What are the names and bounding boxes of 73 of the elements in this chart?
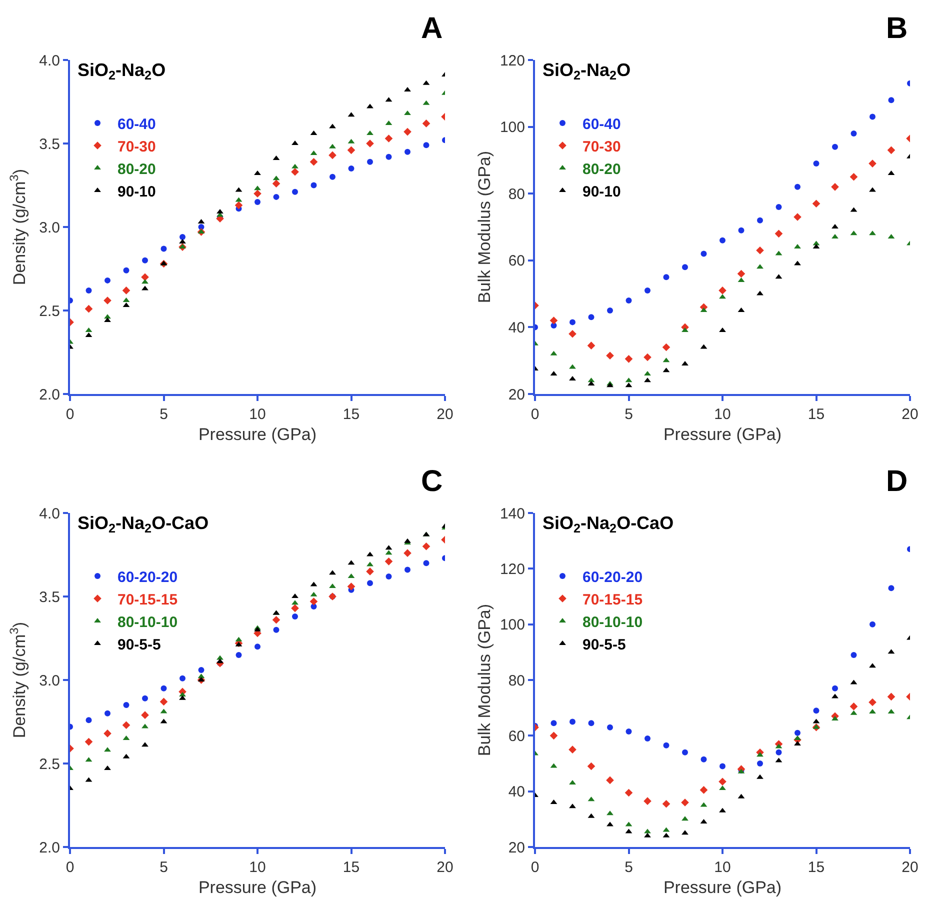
x-tick-label: 10 xyxy=(249,406,266,423)
x-tick-label: 0 xyxy=(530,859,540,876)
x-tick-label: 15 xyxy=(342,406,360,423)
legend-label: 70-30 xyxy=(118,138,156,156)
x-tick-label: 20 xyxy=(902,859,918,876)
y-tick-label: 2.5 xyxy=(39,302,60,320)
y-tick-label: 140 xyxy=(500,505,525,522)
x-tick-label: 5 xyxy=(624,406,633,423)
x-tick-label: 15 xyxy=(808,859,825,876)
legend-label: 80-20 xyxy=(582,160,621,178)
y-tick-label: 20 xyxy=(508,386,525,404)
text: B xyxy=(886,12,908,45)
y-tick-label: 120 xyxy=(500,52,525,70)
y-tick-label: 60 xyxy=(508,728,525,745)
x-tick-label: 10 xyxy=(714,859,731,876)
legend-label: 90-10 xyxy=(582,183,621,200)
chart-title: SiO$_{2}$-Na$_{2}$O-CaO xyxy=(78,512,209,536)
x-tick-label: 20 xyxy=(436,406,454,423)
y-tick-label: 40 xyxy=(508,319,525,336)
y-tick-label: 3.0 xyxy=(39,672,60,690)
legend-label: 80-10-10 xyxy=(118,614,178,631)
y-tick-label: 60 xyxy=(508,252,525,270)
x-axis-title: Pressure (GPa) xyxy=(663,878,782,897)
chart-title: SiO$_{2}$-Na$_{2}$O xyxy=(542,60,631,83)
y-tick-label: 3.5 xyxy=(39,588,60,606)
x-tick-label: 20 xyxy=(902,406,918,423)
x-tick-label: 5 xyxy=(160,406,168,423)
legend-label: 90-5-5 xyxy=(582,636,626,654)
y-tick-label: 100 xyxy=(500,119,525,136)
y-tick-label: 2.0 xyxy=(39,839,60,856)
y-tick-label: 3.0 xyxy=(39,219,60,236)
x-tick-label: 0 xyxy=(530,406,540,423)
y-axis-title: Bulk Modulus (GPa) xyxy=(475,604,494,756)
legend-label: 70-15-15 xyxy=(582,591,643,608)
y-tick-label: 2.0 xyxy=(39,386,60,404)
legend-label: 60-40 xyxy=(582,116,621,133)
legend-label: 70-30 xyxy=(582,138,621,156)
x-tick-label: 10 xyxy=(714,406,731,423)
legend-label: 80-10-10 xyxy=(582,614,643,631)
chart-title: SiO$_{2}$-Na$_{2}$O xyxy=(78,60,166,83)
text: C xyxy=(421,465,443,498)
x-tick-label: 0 xyxy=(66,859,74,876)
x-tick-label: 5 xyxy=(624,859,633,876)
y-tick-label: 40 xyxy=(508,784,525,801)
legend-label: 60-20-20 xyxy=(582,568,643,586)
y-tick-label: 120 xyxy=(500,560,525,578)
y-tick-label: 80 xyxy=(508,186,525,203)
y-axis-title: Bulk Modulus (GPa) xyxy=(475,150,494,304)
y-tick-label: 80 xyxy=(508,672,525,690)
legend-label: 90-10 xyxy=(118,183,156,200)
x-tick-label: 10 xyxy=(249,859,266,876)
y-tick-label: 4.0 xyxy=(39,505,60,522)
y-tick-label: 100 xyxy=(500,616,525,634)
legend-label: 60-40 xyxy=(118,116,156,133)
x-axis-title: Pressure (GPa) xyxy=(198,878,317,897)
text: D xyxy=(886,465,908,498)
y-tick-label: 20 xyxy=(508,839,525,856)
x-axis-title: Pressure (GPa) xyxy=(663,424,782,444)
chart-title: SiO$_{2}$-Na$_{2}$O-CaO xyxy=(542,512,674,536)
x-tick-label: 5 xyxy=(160,859,168,876)
x-tick-label: 20 xyxy=(436,859,454,876)
x-axis-title: Pressure (GPa) xyxy=(198,424,317,444)
y-tick-label: 3.5 xyxy=(39,136,60,153)
x-tick-label: 15 xyxy=(808,406,825,423)
x-tick-label: 0 xyxy=(66,406,74,423)
legend-label: 70-15-15 xyxy=(118,591,178,608)
legend-label: 60-20-20 xyxy=(118,568,178,586)
y-tick-label: 4.0 xyxy=(39,52,60,70)
text: A xyxy=(421,12,443,45)
legend-label: 90-5-5 xyxy=(118,636,161,654)
x-tick-label: 15 xyxy=(342,859,360,876)
y-tick-label: 2.5 xyxy=(39,756,60,773)
legend-label: 80-20 xyxy=(118,160,156,178)
